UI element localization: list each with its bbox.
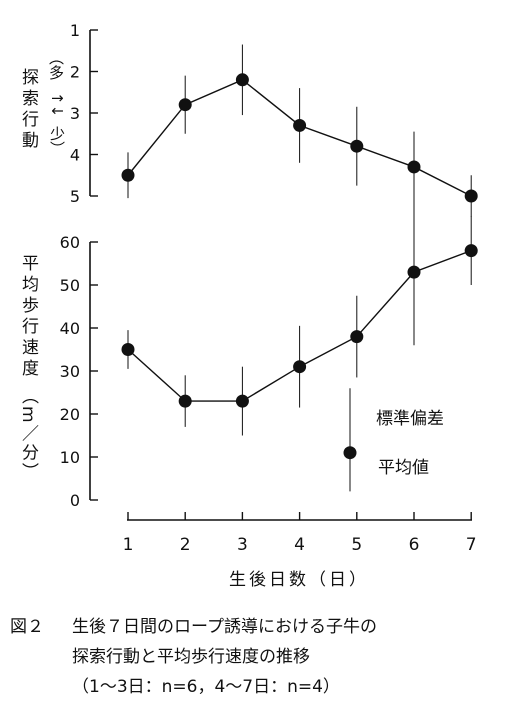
- exploration-point-day7: [464, 189, 478, 203]
- top-ylabel-arrows: ↑↓: [48, 92, 66, 117]
- exploration-panel: 探索行動 （多 ↑↓ 少） 1 2 3 4 5: [18, 21, 478, 217]
- x-axis-label: 生後日数（日）: [229, 570, 369, 590]
- top-y-tick-label-1: 1: [70, 21, 80, 40]
- legend-mean-marker: [343, 446, 357, 460]
- exploration-point-day5: [350, 139, 364, 153]
- bottom-y-tick-label-30: 30: [60, 362, 80, 381]
- x-tick-label-4: 4: [294, 535, 305, 555]
- caption-line-1: 生後７日間のロープ誘導における子牛の: [72, 617, 377, 637]
- exploration-point-day2: [178, 98, 192, 112]
- x-tick-label-7: 7: [466, 535, 477, 555]
- legend: 標準偏差 平均値: [343, 388, 444, 492]
- speed-point-day3: [235, 394, 249, 408]
- x-tick-label-2: 2: [180, 535, 191, 555]
- x-axis: 1 2 3 4 5 6 7 生後日数（日）: [123, 512, 477, 590]
- walking-speed-panel: 平均歩行速度 （m／分） 0 10 20 30 40 50 60 標準偏差 平均値: [18, 199, 478, 510]
- speed-point-day2: [178, 394, 192, 408]
- caption-line-2: 探索行動と平均歩行速度の推移: [72, 647, 310, 667]
- legend-mean-label: 平均値: [378, 458, 429, 478]
- exploration-point-day1: [121, 168, 135, 182]
- x-tick-label-5: 5: [351, 535, 362, 555]
- top-y-tick-label-4: 4: [70, 146, 80, 165]
- top-ylabel-main: 探索行動: [18, 68, 39, 152]
- speed-point-day6: [407, 265, 421, 279]
- exploration-point-day6: [407, 160, 421, 174]
- speed-point-day7: [464, 244, 478, 258]
- bottom-y-tick-label-20: 20: [60, 405, 80, 424]
- top-y-tick-label-5: 5: [70, 187, 80, 206]
- x-tick-label-6: 6: [409, 535, 420, 555]
- x-tick-label-3: 3: [237, 535, 248, 555]
- exploration-point-day3: [235, 73, 249, 87]
- top-y-tick-label-2: 2: [70, 63, 80, 82]
- top-ylabel-close: 少）: [48, 126, 66, 156]
- legend-sd-label: 標準偏差: [376, 409, 444, 429]
- exploration-point-day4: [293, 118, 307, 132]
- bottom-y-tick-label-40: 40: [60, 319, 80, 338]
- bottom-y-tick-label-50: 50: [60, 276, 80, 295]
- top-ylabel-open: （多: [47, 50, 65, 80]
- bottom-y-tick-label-0: 0: [70, 491, 80, 510]
- speed-point-day4: [293, 360, 307, 374]
- caption-figure-number: 図２: [10, 617, 44, 637]
- speed-point-day1: [121, 343, 135, 356]
- caption-line-3: （1～3日：n=6，4～7日：n=4）: [72, 677, 340, 697]
- speed-point-day5: [350, 330, 364, 344]
- bottom-y-tick-label-10: 10: [60, 448, 80, 467]
- bottom-ylabel-unit: （m／分）: [18, 387, 39, 482]
- top-y-tick-label-3: 3: [70, 104, 80, 123]
- x-tick-label-1: 1: [123, 535, 134, 555]
- figure-chart: 探索行動 （多 ↑↓ 少） 1 2 3 4 5 平均歩行速度 （m／分） 0 10 20 30…: [18, 21, 478, 590]
- bottom-y-tick-label-60: 60: [60, 233, 80, 252]
- bottom-ylabel-main: 平均歩行速度: [18, 254, 39, 380]
